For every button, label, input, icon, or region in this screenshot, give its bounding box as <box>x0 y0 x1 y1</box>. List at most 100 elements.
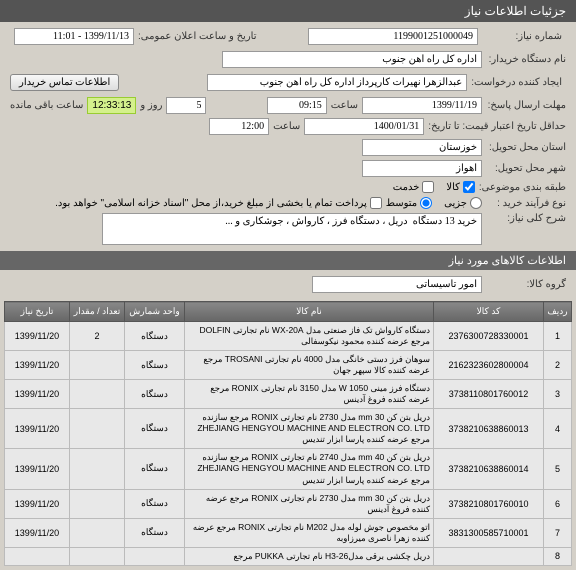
cell-code: 3831300585710001 <box>434 518 544 547</box>
desc-label: شرح کلی نیاز: <box>486 213 566 224</box>
th-date: تاریخ نیاز <box>5 302 70 322</box>
medium-label: متوسط <box>386 198 417 209</box>
th-name: نام کالا <box>185 302 434 322</box>
cell-name: دریل چکشی برقی مدلH3-26 نام تجارتی PUKKA… <box>185 547 434 565</box>
service-checkbox[interactable] <box>422 181 434 193</box>
cell-date: 1399/11/20 <box>5 449 70 489</box>
cell-date: 1399/11/20 <box>5 409 70 449</box>
cell-code: 3738210638860014 <box>434 449 544 489</box>
cell-unit: دستگاه <box>125 489 185 518</box>
price-date-field[interactable] <box>304 118 424 135</box>
cell-code: 3738210638860013 <box>434 409 544 449</box>
table-row: 3 3738110801760012 دستگاه فرز مینی 1050 … <box>5 380 572 409</box>
th-qty: تعداد / مقدار <box>70 302 125 322</box>
price-valid-label: حداقل تاریخ اعتبار قیمت: تا تاریخ: <box>428 121 566 132</box>
creator-label: ایجاد کننده درخواست: <box>471 77 562 88</box>
buyer-contact-button[interactable]: اطلاعات تماس خریدار <box>10 74 119 91</box>
cell-unit: دستگاه <box>125 380 185 409</box>
time-label-1: ساعت <box>331 100 358 111</box>
low-label: جزیی <box>444 198 467 209</box>
cell-row: 7 <box>544 518 572 547</box>
cell-qty <box>70 518 125 547</box>
cell-unit: دستگاه <box>125 351 185 380</box>
buyer-org-label: نام دستگاه خریدار: <box>486 54 566 65</box>
province-field[interactable] <box>362 139 482 156</box>
cell-qty <box>70 351 125 380</box>
cell-row: 1 <box>544 322 572 351</box>
city-label: شهر محل تحویل: <box>486 163 566 174</box>
price-time-field[interactable] <box>209 118 269 135</box>
cell-qty <box>70 409 125 449</box>
need-no-field[interactable] <box>308 28 478 45</box>
cell-name: دستگاه کارواش تک فاز صنعتی مدل WX-20A نا… <box>185 322 434 351</box>
cell-code: 3738110801760012 <box>434 380 544 409</box>
province-label: استان محل تحویل: <box>486 142 566 153</box>
need-no-label: شماره نیاز: <box>482 31 562 42</box>
city-field[interactable] <box>362 160 482 177</box>
low-radio[interactable] <box>470 197 482 209</box>
deadline-date-field[interactable] <box>362 97 482 114</box>
time-label-2: ساعت <box>273 121 300 132</box>
table-row: 8 دریل چکشی برقی مدلH3-26 نام تجارتی PUK… <box>5 547 572 565</box>
purchase-type-label: نوع فرآیند خرید : <box>486 198 566 209</box>
deadline-time-field[interactable] <box>267 97 327 114</box>
cell-name: اتو مخصوص جوش لوله مدل M202 نام تجارتی R… <box>185 518 434 547</box>
table-row: 5 3738210638860014 دریل بتن کن 40 mm مدل… <box>5 449 572 489</box>
th-row: ردیف <box>544 302 572 322</box>
items-subheader: اطلاعات کالاهای مورد نیاز <box>0 251 576 270</box>
cell-name: دستگاه فرز مینی 1050 W مدل 3150 نام تجار… <box>185 380 434 409</box>
cell-unit: دستگاه <box>125 409 185 449</box>
desc-textarea[interactable] <box>102 213 482 245</box>
cell-unit <box>125 547 185 565</box>
table-row: 7 3831300585710001 اتو مخصوص جوش لوله مد… <box>5 518 572 547</box>
cell-qty <box>70 547 125 565</box>
public-dt-label: تاریخ و ساعت اعلان عمومی: <box>138 31 257 42</box>
public-date-field[interactable] <box>14 28 134 45</box>
cell-date: 1399/11/20 <box>5 322 70 351</box>
cell-code <box>434 547 544 565</box>
cell-qty: 2 <box>70 322 125 351</box>
items-table: ردیف کد کالا نام کالا واحد شمارش تعداد /… <box>4 301 572 566</box>
cell-code: 3738210801760010 <box>434 489 544 518</box>
deadline-label: مهلت ارسال پاسخ: <box>486 100 566 111</box>
cell-row: 3 <box>544 380 572 409</box>
note-label: پرداخت تمام یا بخشی از مبلغ خرید،از محل … <box>55 198 367 209</box>
cell-date: 1399/11/20 <box>5 351 70 380</box>
th-unit: واحد شمارش <box>125 302 185 322</box>
remaining-label: ساعت باقی مانده <box>10 100 83 111</box>
medium-radio[interactable] <box>420 197 432 209</box>
cell-unit: دستگاه <box>125 322 185 351</box>
note-checkbox[interactable] <box>370 197 382 209</box>
table-row: 2 2162323602800004 سوهان فرز دستی خانگی … <box>5 351 572 380</box>
cell-qty <box>70 380 125 409</box>
cell-qty <box>70 449 125 489</box>
table-row: 6 3738210801760010 دریل بتن کن 30 mm مدل… <box>5 489 572 518</box>
cell-qty <box>70 489 125 518</box>
goods-cb-label: کالا <box>446 182 460 193</box>
goods-group-label: گروه کالا: <box>486 279 566 290</box>
creator-field[interactable] <box>207 74 467 91</box>
cell-name: سوهان فرز دستی خانگی مدل 4000 نام تجارتی… <box>185 351 434 380</box>
days-field[interactable] <box>166 97 206 114</box>
cell-code: 2162323602800004 <box>434 351 544 380</box>
cell-name: دریل بتن کن 30 mm مدل 2730 نام تجارتی RO… <box>185 489 434 518</box>
budget-class-label: طبقه بندی موضوعی: <box>479 182 566 193</box>
cell-date: 1399/11/20 <box>5 380 70 409</box>
goods-checkbox[interactable] <box>463 181 475 193</box>
th-code: کد کالا <box>434 302 544 322</box>
buyer-org-field[interactable] <box>222 51 482 68</box>
cell-date: 1399/11/20 <box>5 489 70 518</box>
cell-date: 1399/11/20 <box>5 518 70 547</box>
cell-name: دریل بتن کن 40 mm مدل 2740 نام تجارتی RO… <box>185 449 434 489</box>
cell-row: 2 <box>544 351 572 380</box>
cell-row: 6 <box>544 489 572 518</box>
table-row: 4 3738210638860013 دریل بتن کن 30 mm مدل… <box>5 409 572 449</box>
day-and-label: روز و <box>140 100 162 111</box>
cell-row: 5 <box>544 449 572 489</box>
service-cb-label: خدمت <box>393 182 420 193</box>
cell-code: 2376300728330001 <box>434 322 544 351</box>
goods-group-field[interactable] <box>312 276 482 293</box>
cell-row: 4 <box>544 409 572 449</box>
cell-unit: دستگاه <box>125 449 185 489</box>
table-row: 1 2376300728330001 دستگاه کارواش تک فاز … <box>5 322 572 351</box>
